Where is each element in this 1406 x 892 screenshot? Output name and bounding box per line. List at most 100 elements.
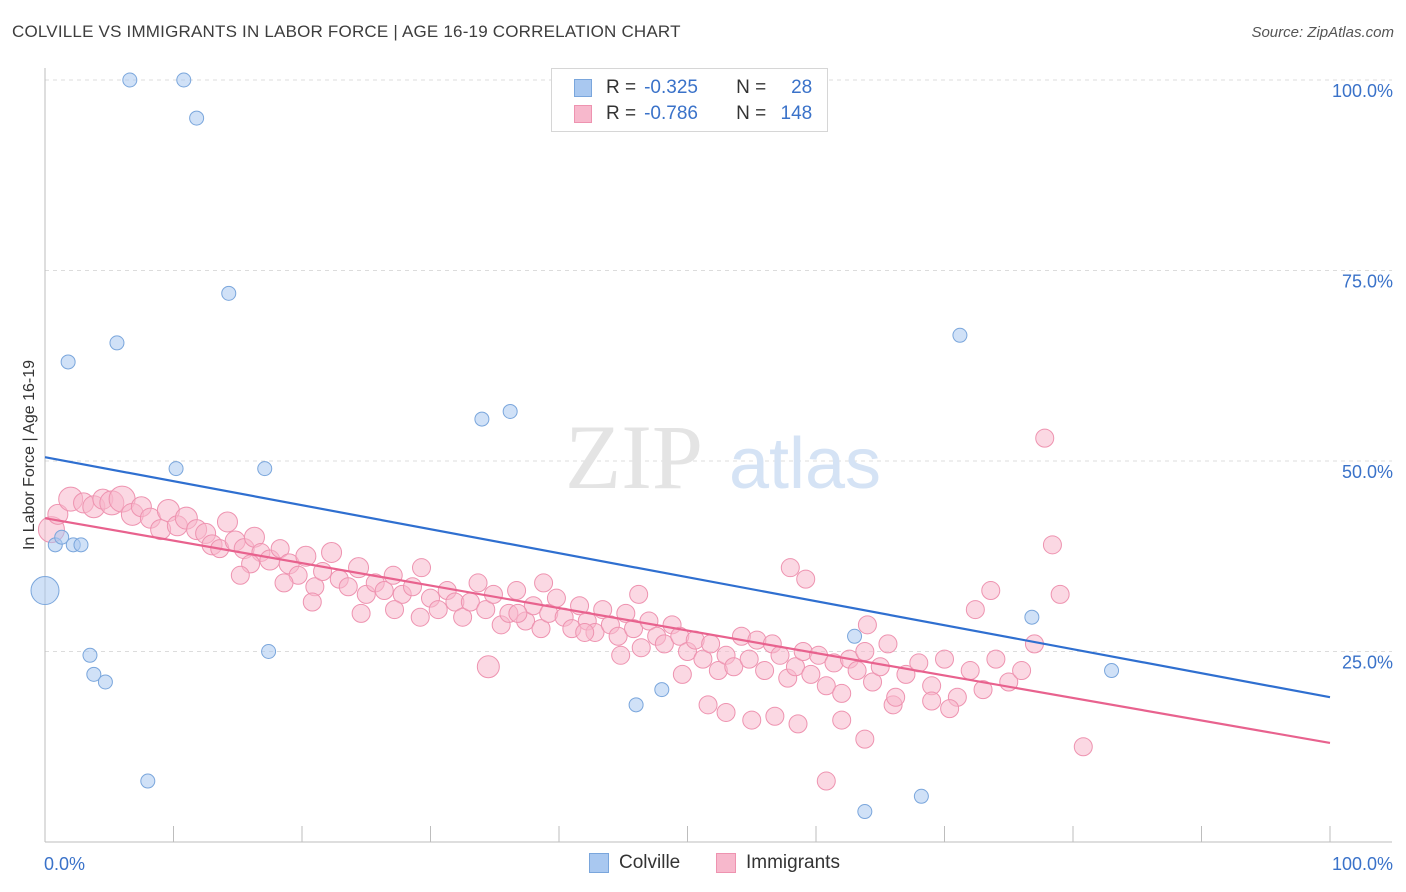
- immigrants-point: [940, 699, 960, 719]
- immigrants-point: [672, 664, 692, 684]
- immigrants-point: [302, 592, 322, 612]
- immigrants-point: [629, 584, 649, 604]
- immigrants-point: [608, 626, 628, 646]
- bottom-legend-immigrants: Immigrants: [716, 852, 840, 874]
- immigrants-point: [383, 565, 403, 585]
- immigrants-point: [270, 539, 290, 559]
- immigrants-point: [230, 565, 250, 585]
- immigrants-point: [765, 706, 785, 726]
- immigrants-point: [785, 657, 805, 677]
- bottom-legend-label-colville: Colville: [619, 852, 681, 873]
- colville-point: [30, 576, 60, 606]
- immigrants-point: [351, 603, 371, 623]
- colville-point: [913, 788, 929, 804]
- immigrants-point: [832, 683, 852, 703]
- data-points: [30, 72, 1120, 820]
- immigrants-point: [855, 729, 875, 749]
- immigrants-point: [716, 702, 736, 722]
- colville-point: [502, 403, 518, 419]
- axis-labels: 25.0% 50.0% 75.0% 100.0% 0.0% 100.0%: [44, 81, 1393, 874]
- immigrants-point: [531, 619, 551, 639]
- immigrants-point: [780, 558, 800, 578]
- immigrants-point: [863, 672, 883, 692]
- colville-point: [140, 773, 156, 789]
- colville-point: [261, 644, 277, 659]
- immigrants-point: [796, 569, 816, 589]
- immigrants-point: [847, 661, 867, 681]
- colville-trend-line: [44, 456, 1331, 699]
- y-tick-label: 50.0%: [1342, 462, 1393, 482]
- immigrants-point: [534, 573, 554, 593]
- immigrants-point: [476, 655, 500, 679]
- immigrants-point: [788, 714, 808, 734]
- immigrants-point: [483, 584, 503, 604]
- colville-point: [86, 666, 102, 682]
- immigrants-point: [1050, 584, 1070, 604]
- immigrants-trend-line: [44, 517, 1331, 745]
- immigrants-point: [816, 771, 836, 791]
- watermark: ZIP atlas: [565, 406, 881, 508]
- colville-point: [1024, 609, 1040, 625]
- y-tick-label: 100.0%: [1332, 81, 1393, 101]
- immigrants-point: [476, 600, 496, 620]
- immigrants-point: [739, 649, 759, 669]
- immigrants-point: [935, 649, 954, 669]
- immigrants-point: [965, 600, 985, 620]
- watermark-atlas: atlas: [729, 424, 881, 504]
- immigrants-point: [878, 634, 898, 654]
- immigrants-point: [801, 664, 821, 684]
- colville-point: [73, 537, 89, 553]
- legend-n-immigrants: 148: [780, 103, 813, 124]
- immigrants-point: [724, 657, 744, 677]
- colville-point: [1104, 663, 1120, 679]
- legend: R = -0.325 N = 28 R = -0.786 N = 148: [551, 68, 828, 132]
- immigrants-point: [701, 634, 721, 654]
- immigrants-point: [374, 581, 394, 601]
- immigrants-point: [412, 558, 432, 578]
- immigrants-point: [1042, 535, 1062, 555]
- y-tick-label: 75.0%: [1342, 272, 1393, 292]
- legend-swatch-immigrants: [574, 105, 592, 123]
- colville-point: [109, 335, 125, 351]
- legend-row-immigrants: R = -0.786 N = 148: [574, 103, 812, 125]
- legend-n-colville: 28: [791, 77, 813, 98]
- colville-point: [847, 628, 863, 644]
- immigrants-point: [832, 710, 852, 730]
- legend-n-label: N =: [736, 77, 767, 98]
- immigrants-point: [338, 577, 358, 597]
- colville-point: [54, 529, 70, 545]
- immigrants-point: [453, 607, 473, 627]
- colville-point: [97, 674, 113, 690]
- immigrants-point: [611, 645, 631, 665]
- immigrants-point: [693, 649, 713, 669]
- immigrants-point: [816, 676, 836, 696]
- colville-point: [176, 72, 192, 88]
- immigrants-point: [986, 649, 1006, 669]
- immigrants-point: [742, 710, 762, 730]
- colville-point: [221, 285, 237, 301]
- legend-r-label: R =: [606, 77, 637, 98]
- immigrants-point: [274, 573, 294, 593]
- colville-point: [654, 682, 670, 698]
- immigrants-point: [855, 642, 875, 661]
- watermark-zip: ZIP: [565, 406, 703, 508]
- bottom-swatch-colville: [589, 853, 609, 873]
- colville-point: [474, 411, 490, 427]
- colville-point: [60, 354, 76, 370]
- immigrants-point: [624, 619, 644, 639]
- colville-point: [628, 697, 644, 713]
- immigrants-point: [755, 661, 775, 681]
- immigrants-point: [1035, 428, 1055, 448]
- immigrants-point: [410, 607, 430, 627]
- immigrants-point: [631, 638, 651, 658]
- bottom-legend-label-immigrants: Immigrants: [746, 852, 840, 873]
- colville-point: [122, 72, 138, 88]
- immigrants-point: [654, 634, 674, 654]
- immigrants-point: [770, 645, 790, 665]
- bottom-swatch-immigrants: [716, 853, 736, 873]
- immigrants-point: [546, 588, 566, 608]
- x-tick-label-max: 100.0%: [1332, 854, 1393, 874]
- y-axis-title: In Labor Force | Age 16-19: [21, 360, 38, 550]
- colville-point: [189, 110, 205, 126]
